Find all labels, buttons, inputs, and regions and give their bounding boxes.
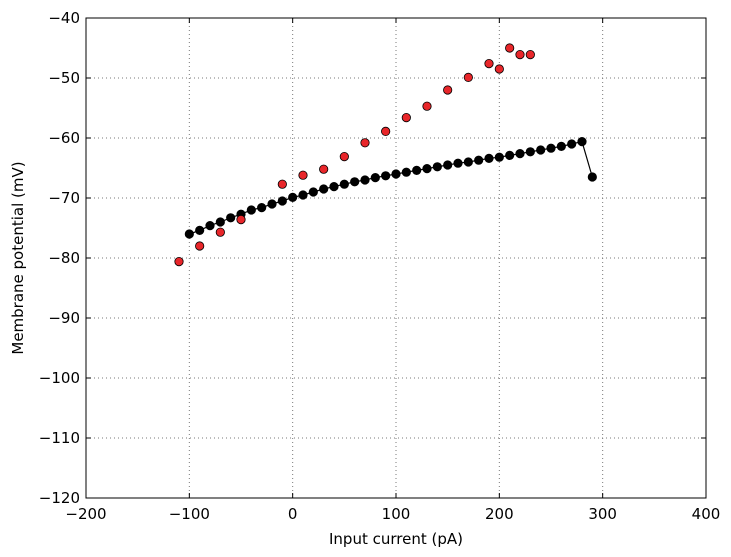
y-tick-label: −50 [48,69,80,87]
x-axis-title: Input current (pA) [329,530,463,548]
data-point [226,213,236,223]
data-point [298,170,308,180]
data-point [339,179,349,189]
data-point [567,139,577,149]
data-point [401,113,411,123]
data-point [246,205,256,215]
data-point [505,150,515,160]
data-point [432,162,442,172]
data-point [525,147,535,157]
data-point [236,215,246,225]
y-tick-label: −110 [39,429,80,447]
ticks [85,17,707,499]
data-point [453,158,463,168]
data-point [298,190,308,200]
data-point [587,172,597,182]
data-point [577,137,587,147]
y-tick-label: −80 [48,249,80,267]
data-point [443,160,453,170]
data-point [401,167,411,177]
data-point [463,72,473,83]
data-point [195,241,205,251]
data-point [257,203,267,213]
data-point [215,217,225,227]
y-tick-label: −120 [39,489,80,507]
y-tick-label: −70 [48,189,80,207]
x-tick-label: −200 [65,505,106,523]
y-tick-label: −40 [48,9,80,27]
series-1 [184,137,597,239]
series-layer [174,43,597,267]
x-tick-label: 100 [382,505,411,523]
data-point [546,143,556,153]
data-point [494,64,504,74]
tick-labels: −200 −100 0 100 200 300 400 −120 −110 −100 −90 −80 −… [39,9,721,523]
data-point [370,173,380,183]
data-point [360,175,370,185]
y-tick-label: −90 [48,309,80,327]
data-point [556,141,566,151]
data-point [288,192,298,202]
data-point [205,221,215,231]
data-point [525,49,535,60]
x-tick-label: 200 [485,505,514,523]
grid [86,18,706,498]
data-point [184,229,194,239]
y-axis-title: Membrane potential (mV) [9,161,27,354]
data-point [515,49,525,60]
series-1-line [189,140,593,235]
data-point [381,171,391,181]
x-tick-label: 0 [288,505,298,523]
data-point [277,179,287,189]
data-point [443,85,453,95]
data-point [515,149,525,159]
data-point [174,256,184,267]
y-tick-label: −60 [48,129,80,147]
data-point [412,165,422,175]
data-point [484,58,494,69]
data-point [505,43,515,53]
data-point [422,101,432,111]
data-point [536,145,546,155]
data-point [381,126,391,136]
data-point [360,138,370,148]
y-tick-label: −100 [39,369,80,387]
data-point [350,177,360,187]
data-point [484,153,494,163]
data-point [277,196,287,206]
data-point [391,169,401,179]
data-point [267,199,277,209]
data-point [474,155,484,165]
data-point [422,164,432,174]
data-point [339,152,349,162]
series-2 [174,43,535,267]
x-tick-label: 300 [588,505,617,523]
x-tick-label: −100 [169,505,210,523]
data-point [494,152,504,162]
x-tick-label: 400 [692,505,721,523]
data-point [195,225,205,235]
data-point [215,227,225,237]
data-point [463,157,473,167]
data-point [329,182,339,192]
data-point [308,187,318,197]
data-point [319,184,329,194]
data-point [319,164,329,174]
